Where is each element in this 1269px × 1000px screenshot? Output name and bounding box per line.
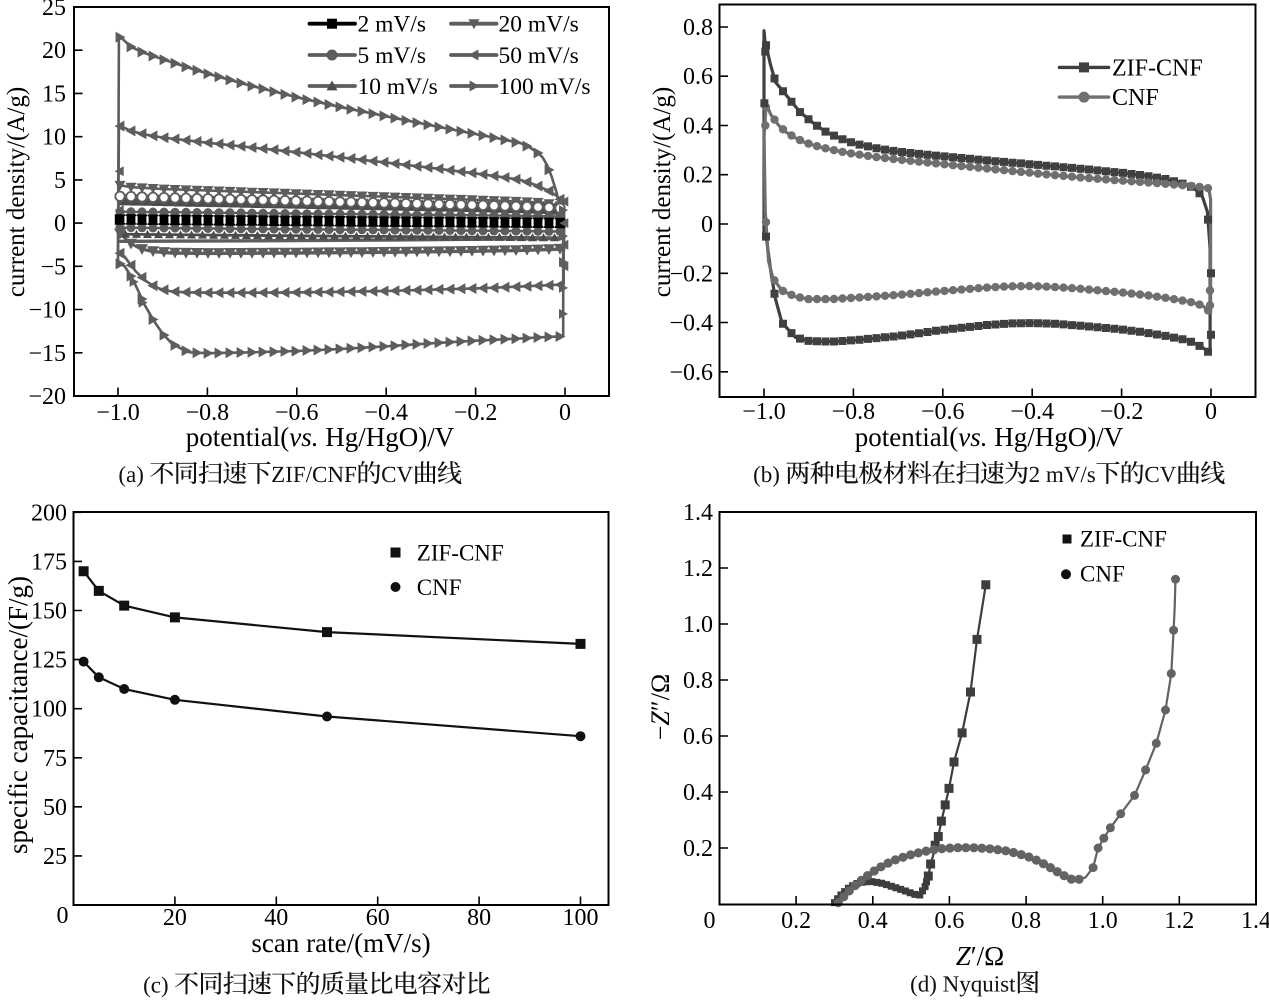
svg-text:2 mV/s: 2 mV/s <box>358 12 427 38</box>
svg-text:potential(vs. Hg/HgO)/V: potential(vs. Hg/HgO)/V <box>855 422 1124 452</box>
svg-text:5: 5 <box>54 168 66 194</box>
svg-text:CNF: CNF <box>1112 85 1159 111</box>
svg-text:25: 25 <box>43 844 67 870</box>
svg-text:−5: −5 <box>40 254 66 280</box>
svg-text:75: 75 <box>43 746 67 772</box>
svg-text:−0.2: −0.2 <box>669 261 713 287</box>
svg-text:5 mV/s: 5 mV/s <box>358 43 427 69</box>
svg-text:125: 125 <box>31 648 67 674</box>
svg-text:−1.0: −1.0 <box>742 399 786 425</box>
svg-text:specific capacitance/(F/g): specific capacitance/(F/g) <box>3 576 33 854</box>
svg-text:0.8: 0.8 <box>1011 908 1041 934</box>
svg-text:−0.4: −0.4 <box>1010 399 1054 425</box>
svg-text:−0.6: −0.6 <box>921 399 965 425</box>
svg-text:200: 200 <box>31 500 67 526</box>
svg-text:ZIF-CNF: ZIF-CNF <box>417 541 504 566</box>
svg-text:60: 60 <box>366 905 390 931</box>
svg-text:CNF: CNF <box>1080 562 1125 587</box>
svg-text:0.4: 0.4 <box>858 908 888 934</box>
svg-text:−0.8: −0.8 <box>186 400 230 426</box>
svg-text:150: 150 <box>31 599 67 625</box>
svg-text:Z′/Ω: Z′/Ω <box>956 941 1005 971</box>
svg-text:1.4: 1.4 <box>683 500 713 526</box>
svg-text:0: 0 <box>1205 399 1217 425</box>
svg-text:0.6: 0.6 <box>683 64 713 90</box>
svg-text:0.2: 0.2 <box>683 163 713 189</box>
svg-text:1.2: 1.2 <box>1164 908 1194 934</box>
svg-text:1.4: 1.4 <box>1241 908 1269 934</box>
svg-text:10: 10 <box>42 125 66 151</box>
svg-text:0.2: 0.2 <box>781 908 811 934</box>
svg-text:−Z″/Ω: −Z″/Ω <box>646 674 675 741</box>
svg-text:0.8: 0.8 <box>683 668 713 694</box>
svg-text:0.6: 0.6 <box>934 908 964 934</box>
svg-text:0.4: 0.4 <box>683 780 713 806</box>
svg-text:100 mV/s: 100 mV/s <box>499 74 591 100</box>
svg-text:0: 0 <box>704 908 716 934</box>
svg-text:current density/(A/g): current density/(A/g) <box>649 87 676 297</box>
svg-text:0: 0 <box>54 211 66 237</box>
svg-text:50 mV/s: 50 mV/s <box>499 43 579 69</box>
svg-text:50: 50 <box>43 795 67 821</box>
svg-text:ZIF-CNF: ZIF-CNF <box>1080 527 1167 552</box>
svg-text:1.2: 1.2 <box>683 556 713 582</box>
svg-text:20: 20 <box>42 38 66 64</box>
svg-text:10 mV/s: 10 mV/s <box>358 74 438 100</box>
svg-text:40: 40 <box>264 905 288 931</box>
svg-text:−0.2: −0.2 <box>1100 399 1144 425</box>
svg-text:0.4: 0.4 <box>683 114 713 140</box>
svg-text:potential(vs. Hg/HgO)/V: potential(vs. Hg/HgO)/V <box>186 422 455 452</box>
svg-text:−0.2: −0.2 <box>454 400 498 426</box>
svg-text:−0.4: −0.4 <box>364 400 408 426</box>
svg-text:0.8: 0.8 <box>683 15 713 41</box>
svg-text:ZIF-CNF: ZIF-CNF <box>1112 55 1203 81</box>
svg-text:−0.8: −0.8 <box>832 399 876 425</box>
svg-text:0.2: 0.2 <box>683 836 713 862</box>
svg-text:15: 15 <box>42 81 66 107</box>
svg-text:100: 100 <box>31 697 67 723</box>
svg-text:−0.6: −0.6 <box>669 360 713 386</box>
svg-text:0: 0 <box>559 400 571 426</box>
svg-text:current density/(A/g): current density/(A/g) <box>3 87 30 297</box>
svg-text:175: 175 <box>31 549 67 575</box>
svg-text:20: 20 <box>163 905 187 931</box>
svg-text:scan rate/(mV/s): scan rate/(mV/s) <box>251 928 430 958</box>
svg-text:0: 0 <box>701 212 713 238</box>
svg-text:1.0: 1.0 <box>683 612 713 638</box>
svg-text:−10: −10 <box>28 298 66 324</box>
svg-text:−0.4: −0.4 <box>669 311 713 337</box>
svg-text:0: 0 <box>57 903 69 929</box>
svg-text:−15: −15 <box>28 341 66 367</box>
svg-text:CNF: CNF <box>417 575 462 600</box>
svg-text:−20: −20 <box>28 384 66 410</box>
svg-text:0.6: 0.6 <box>683 724 713 750</box>
svg-text:−0.6: −0.6 <box>275 400 319 426</box>
svg-text:100: 100 <box>563 905 599 931</box>
svg-text:−1.0: −1.0 <box>96 400 140 426</box>
svg-text:25: 25 <box>42 0 66 21</box>
svg-text:80: 80 <box>467 905 491 931</box>
svg-text:1.0: 1.0 <box>1088 908 1118 934</box>
svg-text:20 mV/s: 20 mV/s <box>499 12 579 38</box>
